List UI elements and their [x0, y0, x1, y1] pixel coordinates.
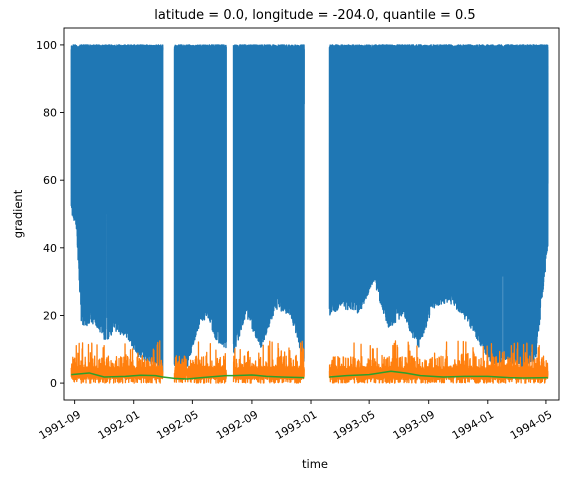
y-tick-label: 60	[43, 174, 57, 187]
x-tick-label: 1991-09	[37, 408, 83, 442]
y-axis-label: gradient	[11, 189, 25, 238]
x-tick-label: 1994-05	[508, 408, 554, 442]
y-tick-label: 0	[50, 377, 57, 390]
x-tick-label: 1992-05	[154, 408, 200, 442]
series-line-blue	[70, 44, 549, 373]
series-line-orange	[70, 340, 549, 384]
plot-frame	[63, 27, 560, 401]
y-tick-label: 20	[43, 309, 57, 322]
y-axis: 0 20 40 60 80 100	[36, 39, 64, 390]
series-layer	[70, 44, 549, 384]
x-tick-label: 1993-01	[273, 408, 319, 442]
x-axis: 1991-09 1992-01 1992-05 1992-09 1993-01 1993-…	[37, 400, 554, 442]
series-line-green	[71, 370, 548, 380]
y-tick-label: 40	[43, 242, 57, 255]
chart-title: latitude = 0.0, longitude = -204.0, quan…	[154, 8, 475, 23]
x-tick-label: 1993-09	[391, 408, 437, 442]
x-axis-label: time	[302, 457, 328, 471]
y-tick-label: 100	[36, 39, 57, 52]
x-tick-label: 1994-01	[450, 408, 496, 442]
x-tick-label: 1992-09	[214, 408, 260, 442]
y-tick-label: 80	[43, 107, 57, 120]
x-tick-label: 1993-05	[331, 408, 377, 442]
x-tick-label: 1992-01	[96, 408, 142, 442]
